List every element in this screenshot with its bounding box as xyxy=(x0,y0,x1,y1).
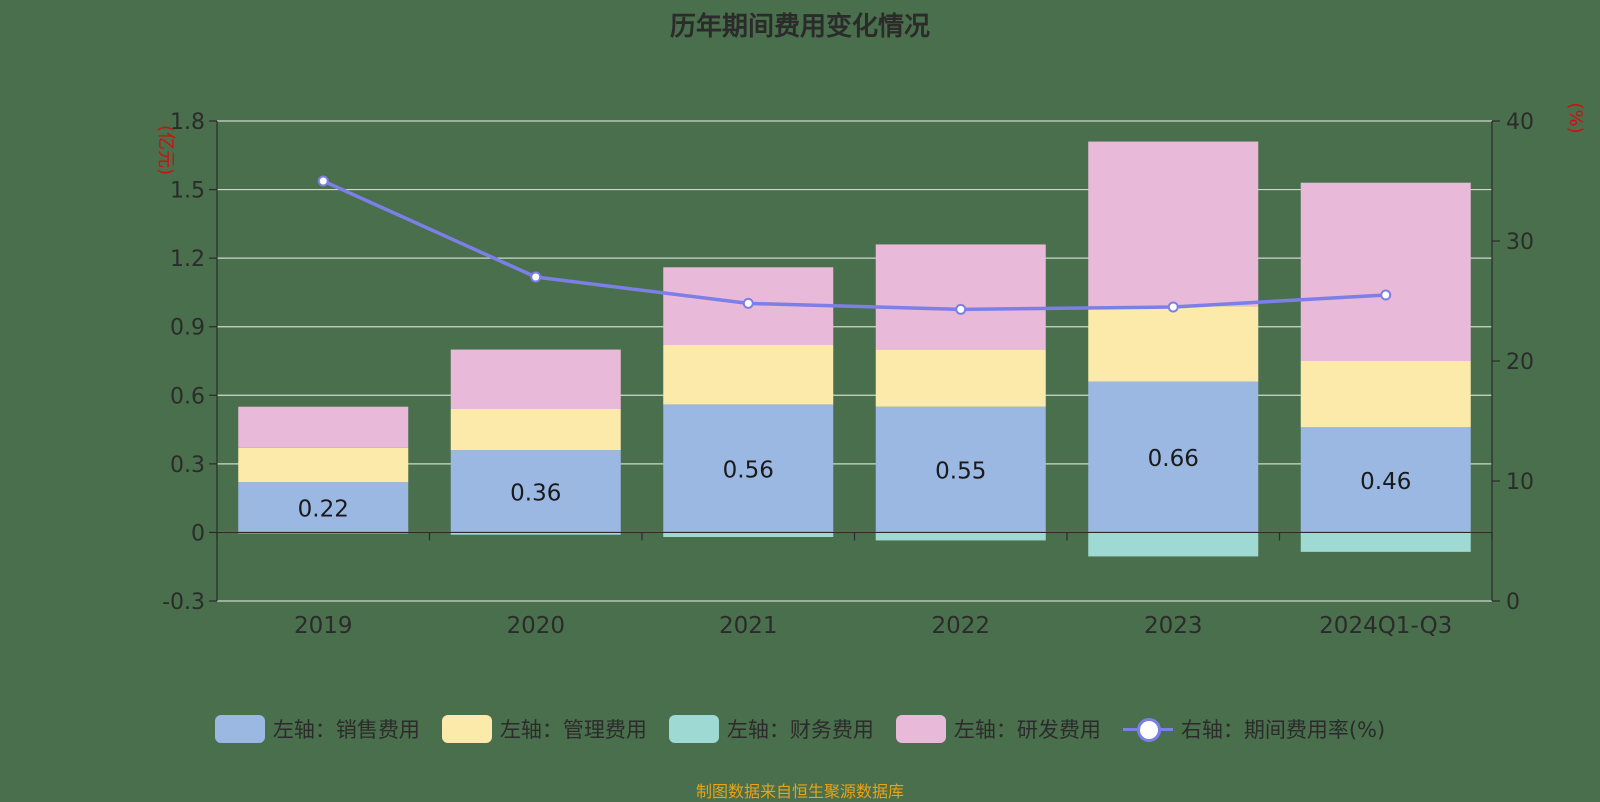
bar-finance-2020 xyxy=(450,532,621,535)
bar-sales-2022 xyxy=(875,406,1046,533)
left-tick-label: 1.5 xyxy=(170,179,205,204)
bar-sales-2020 xyxy=(450,450,621,533)
right-tick-label: 40 xyxy=(1506,110,1534,135)
bar-sales-2023 xyxy=(1088,381,1259,533)
bar-sales-2019 xyxy=(238,482,409,533)
source-note: 制图数据来自恒生聚源数据库 xyxy=(695,782,904,801)
rate-point-2024Q1-Q3 xyxy=(1380,289,1392,301)
left-tick-label: 0.9 xyxy=(170,316,205,341)
bar-rnd-2022 xyxy=(875,244,1046,350)
category-label-2020: 2020 xyxy=(506,613,565,639)
category-label-2024Q1-Q3: 2024Q1-Q3 xyxy=(1319,613,1452,639)
legend-item-finance[interactable]: 左轴：财务费用 xyxy=(668,714,874,744)
legend: 左轴：销售费用 左轴：管理费用 左轴：财务费用 左轴：研发费用 右轴：期间费用率… xyxy=(0,714,1600,744)
bar-rnd-2020 xyxy=(450,349,621,409)
legend-swatch-finance xyxy=(668,715,719,743)
right-tick-label: 0 xyxy=(1506,590,1520,615)
bar-rnd-2024Q1-Q3 xyxy=(1300,182,1471,361)
rate-point-2023 xyxy=(1167,301,1179,313)
legend-label-rate: 右轴：期间费用率(%) xyxy=(1180,718,1386,742)
legend-label-finance: 左轴：财务费用 xyxy=(726,718,874,742)
category-label-2023: 2023 xyxy=(1144,613,1203,639)
rate-point-2019 xyxy=(317,175,329,187)
data-label-2019: 0.22 xyxy=(298,496,349,522)
bar-management-2020 xyxy=(450,409,621,451)
legend-swatch-rnd xyxy=(895,715,946,743)
category-label-2019: 2019 xyxy=(294,613,353,639)
bar-rnd-2023 xyxy=(1088,141,1259,307)
left-tick-label: 0.6 xyxy=(170,384,205,409)
bar-management-2023 xyxy=(1088,306,1259,382)
right-tick-label: 30 xyxy=(1506,230,1534,255)
right-tick-label: 20 xyxy=(1506,350,1534,375)
chart-title: 历年期间费用变化情况 xyxy=(669,12,930,42)
data-label-2023: 0.66 xyxy=(1148,446,1199,472)
category-label-2022: 2022 xyxy=(931,613,990,639)
bar-sales-2021 xyxy=(663,404,834,533)
data-label-2021: 0.56 xyxy=(723,457,774,483)
left-axis-unit: (亿元) xyxy=(155,125,176,175)
left-tick-label: 0.3 xyxy=(170,453,205,478)
legend-label-sales: 左轴：销售费用 xyxy=(272,718,420,742)
bar-sales-2024Q1-Q3 xyxy=(1300,427,1471,533)
rate-point-2022 xyxy=(955,303,967,315)
data-label-2020: 0.36 xyxy=(510,480,561,506)
legend-label-management: 左轴：管理费用 xyxy=(499,718,647,742)
legend-label-rnd: 左轴：研发费用 xyxy=(953,718,1101,742)
left-tick-label: -0.3 xyxy=(162,590,205,615)
bar-finance-2022 xyxy=(875,532,1046,541)
right-tick-label: 10 xyxy=(1506,470,1534,495)
bar-management-2024Q1-Q3 xyxy=(1300,361,1471,428)
legend-item-rate[interactable]: 右轴：期间费用率(%) xyxy=(1122,714,1386,744)
bar-management-2022 xyxy=(875,349,1046,407)
rate-line xyxy=(322,179,1386,312)
legend-item-sales[interactable]: 左轴：销售费用 xyxy=(214,714,420,744)
rate-point-2020 xyxy=(530,271,542,283)
legend-item-management[interactable]: 左轴：管理费用 xyxy=(441,714,647,744)
bar-rnd-2019 xyxy=(238,406,409,448)
category-label-2021: 2021 xyxy=(719,613,778,639)
data-label-2022: 0.55 xyxy=(935,459,986,485)
left-tick-label: 1.8 xyxy=(170,110,205,135)
bar-management-2021 xyxy=(663,345,834,405)
legend-swatch-management xyxy=(441,715,492,743)
right-axis-unit: (%) xyxy=(1565,102,1586,133)
bar-finance-2024Q1-Q3 xyxy=(1300,532,1471,552)
left-tick-label: 1.2 xyxy=(170,247,205,272)
data-label-2024Q1-Q3: 0.46 xyxy=(1360,469,1411,495)
legend-item-rnd[interactable]: 左轴：研发费用 xyxy=(895,714,1101,744)
left-tick-label: 0 xyxy=(191,521,205,546)
rate-point-2021 xyxy=(742,297,754,309)
bar-finance-2021 xyxy=(663,532,834,537)
legend-line-marker-icon xyxy=(1122,715,1173,743)
legend-swatch-sales xyxy=(214,715,265,743)
bar-management-2019 xyxy=(238,447,409,483)
bar-finance-2023 xyxy=(1088,532,1259,557)
